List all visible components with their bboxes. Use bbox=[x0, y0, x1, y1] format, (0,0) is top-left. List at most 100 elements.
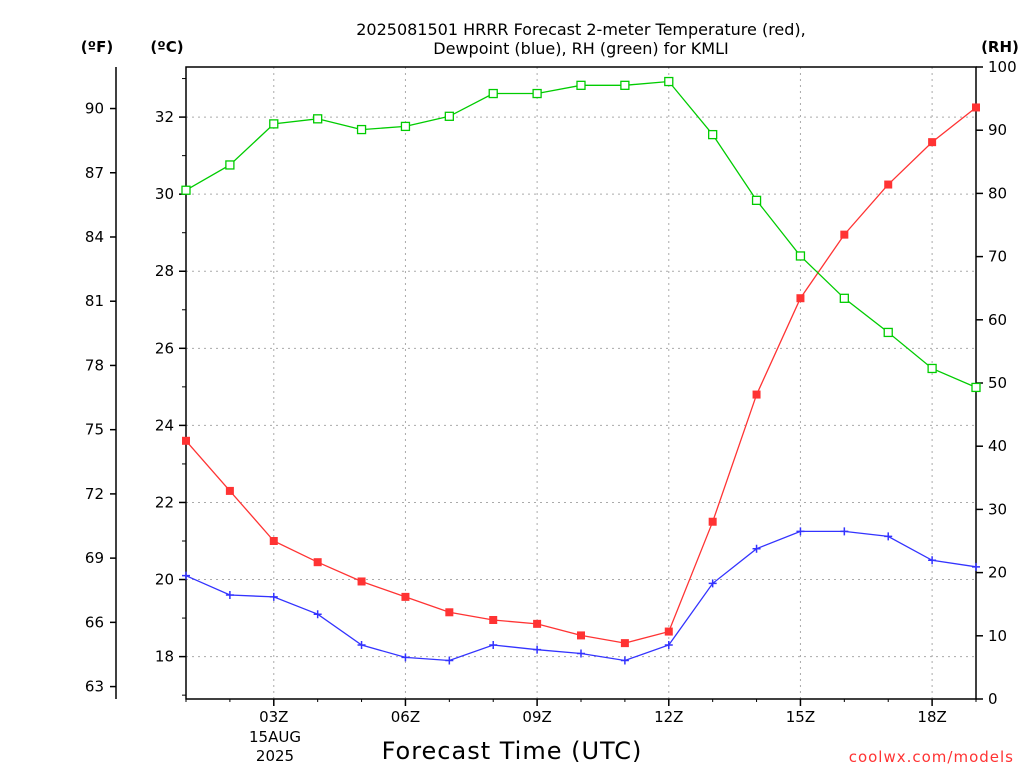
x-date-line2: 2025 bbox=[256, 747, 294, 765]
x-tick-label: 15Z bbox=[786, 708, 815, 726]
rh-point bbox=[751, 195, 762, 206]
dewpoint-point bbox=[796, 527, 805, 536]
rh-point bbox=[400, 121, 411, 132]
dewpoint-point bbox=[664, 641, 673, 650]
fahrenheit-tick-label: 84 bbox=[85, 228, 104, 246]
rh-tick-label: 20 bbox=[988, 564, 1007, 582]
temperature-point bbox=[225, 486, 234, 495]
temperature-point bbox=[269, 537, 278, 545]
x-tick-label: 09Z bbox=[522, 708, 551, 726]
fahrenheit-tick-label: 81 bbox=[85, 292, 104, 310]
rh-point bbox=[181, 185, 191, 195]
rh-unit-label: (RH) bbox=[981, 38, 1019, 56]
dewpoint-point bbox=[225, 590, 234, 599]
fahrenheit-unit-label: (ºF) bbox=[81, 38, 113, 56]
fahrenheit-tick-label: 69 bbox=[85, 549, 104, 567]
chart-title-line1: 2025081501 HRRR Forecast 2-meter Tempera… bbox=[356, 20, 806, 39]
rh-tick-label: 70 bbox=[988, 248, 1007, 266]
dewpoint-point bbox=[752, 544, 761, 553]
dewpoint-point bbox=[577, 649, 585, 658]
rh-point bbox=[927, 363, 937, 374]
dewpoint-point bbox=[445, 656, 454, 665]
temperature-point bbox=[928, 138, 937, 147]
dewpoint-point bbox=[928, 556, 937, 565]
chart-title-line2: Dewpoint (blue), RH (green) for KMLI bbox=[433, 39, 728, 58]
dewpoint-point bbox=[708, 579, 717, 588]
dewpoint-point bbox=[313, 610, 322, 619]
rh-point bbox=[795, 251, 806, 261]
celsius-tick-label: 28 bbox=[155, 262, 174, 280]
rh-tick-label: 30 bbox=[988, 500, 1007, 518]
fahrenheit-tick-label: 72 bbox=[85, 485, 104, 503]
temperature-point bbox=[182, 436, 190, 445]
temperature-point bbox=[401, 592, 410, 601]
dewpoint-point bbox=[972, 562, 980, 571]
dewpoint-point bbox=[357, 641, 366, 650]
rh-tick-label: 100 bbox=[988, 58, 1017, 76]
series bbox=[181, 76, 981, 665]
temperature-point bbox=[313, 558, 322, 567]
fahrenheit-tick-label: 78 bbox=[85, 356, 104, 374]
rh-line bbox=[185, 80, 977, 388]
x-axis-title: Forecast Time (UTC) bbox=[382, 737, 643, 765]
rh-point bbox=[576, 80, 586, 90]
rh-point bbox=[532, 88, 542, 99]
temperature-line bbox=[185, 106, 977, 644]
grid bbox=[186, 67, 976, 699]
tick-labels: 03Z 06Z 09Z 12Z 15Z 18Z 18 20 22 24 26 28 30 32 63 66 69… bbox=[85, 58, 1017, 726]
fahrenheit-tick-label: 75 bbox=[85, 421, 104, 439]
celsius-tick-label: 32 bbox=[155, 108, 174, 126]
rh-tick-label: 0 bbox=[988, 690, 998, 708]
rh-point bbox=[444, 111, 454, 121]
temperature-point bbox=[533, 619, 542, 628]
rh-tick-label: 60 bbox=[988, 311, 1007, 329]
rh-point bbox=[620, 80, 630, 90]
rh-point bbox=[971, 382, 981, 393]
rh-point bbox=[883, 327, 893, 338]
dewpoint-point bbox=[620, 656, 629, 665]
temperature-point bbox=[752, 390, 761, 399]
temperature-point bbox=[840, 230, 849, 239]
temperature-point bbox=[357, 577, 366, 586]
dewpoint-point bbox=[182, 571, 190, 580]
x-date-line1: 15AUG bbox=[249, 728, 301, 746]
celsius-tick-label: 26 bbox=[155, 339, 174, 357]
rh-point bbox=[839, 293, 849, 303]
temperature-point bbox=[708, 517, 717, 526]
rh-point bbox=[356, 124, 367, 135]
dewpoint-point bbox=[269, 592, 278, 601]
rh-tick-label: 50 bbox=[988, 374, 1007, 392]
rh-point bbox=[664, 76, 674, 87]
rh-tick-label: 80 bbox=[988, 184, 1007, 202]
celsius-tick-label: 22 bbox=[155, 493, 174, 511]
celsius-tick-label: 30 bbox=[155, 185, 174, 203]
temperature-point bbox=[620, 639, 629, 648]
temperature-point bbox=[884, 180, 893, 189]
dewpoint-point bbox=[884, 532, 893, 541]
dewpoint-point bbox=[840, 527, 849, 536]
dewpoint-point bbox=[401, 653, 410, 662]
temperature-point bbox=[972, 103, 980, 112]
rh-point bbox=[269, 119, 279, 129]
rh-tick-label: 10 bbox=[988, 627, 1007, 645]
x-tick-label: 12Z bbox=[654, 708, 683, 726]
temperature-point bbox=[577, 631, 585, 640]
rh-point bbox=[313, 114, 323, 124]
plot-frame bbox=[185, 66, 977, 700]
celsius-tick-label: 18 bbox=[155, 648, 174, 666]
celsius-unit-label: (ºC) bbox=[150, 38, 183, 56]
fahrenheit-tick-label: 63 bbox=[85, 678, 104, 696]
fahrenheit-tick-label: 90 bbox=[85, 100, 104, 118]
fahrenheit-tick-label: 66 bbox=[85, 613, 104, 631]
temperature-point bbox=[796, 294, 805, 303]
celsius-tick-label: 20 bbox=[155, 571, 174, 589]
x-tick-label: 03Z bbox=[259, 708, 288, 726]
fahrenheit-tick-label: 87 bbox=[85, 164, 104, 182]
rh-point bbox=[708, 129, 718, 140]
temperature-point bbox=[664, 627, 673, 636]
rh-tick-label: 40 bbox=[988, 437, 1007, 455]
rh-tick-label: 90 bbox=[988, 121, 1007, 139]
credit-label: coolwx.com/models bbox=[849, 748, 1014, 766]
rh-point bbox=[225, 160, 235, 170]
